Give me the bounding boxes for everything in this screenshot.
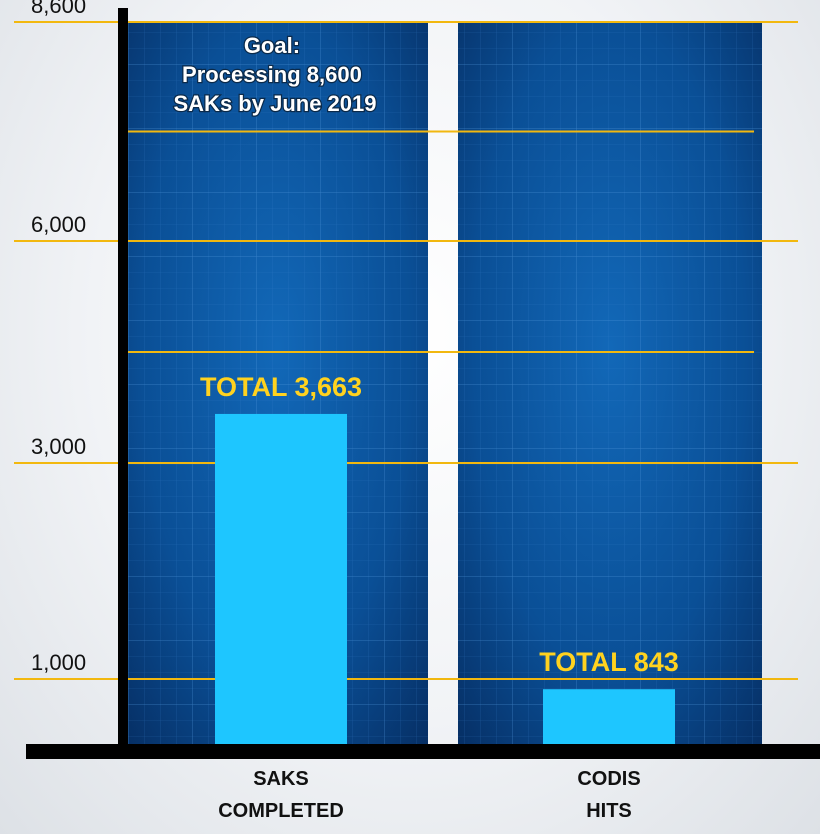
category-label: CODIS [577, 768, 640, 790]
y-axis-line [118, 8, 128, 751]
x-axis-line [26, 744, 820, 759]
data-label: TOTAL 843 [539, 647, 679, 677]
y-tick-label: 8,600 [31, 0, 86, 18]
bar-2 [543, 689, 675, 744]
goal-line-2: Processing 8,600 [182, 62, 362, 87]
y-tick-label: 1,000 [31, 650, 86, 675]
category-label: COMPLETED [218, 800, 344, 822]
goal-annotation: Goal: Processing 8,600 SAKs by June 2019 [174, 33, 377, 116]
category-label: HITS [586, 800, 632, 822]
data-label: TOTAL 3,663 [200, 372, 362, 402]
y-tick-label: 3,000 [31, 434, 86, 459]
category-label: SAKS [253, 768, 309, 790]
y-tick-label: 6,000 [31, 212, 86, 237]
goal-line-1: Goal: [244, 33, 300, 58]
goal-line-3: SAKs by June 2019 [174, 91, 377, 116]
bar-1 [215, 413, 347, 744]
